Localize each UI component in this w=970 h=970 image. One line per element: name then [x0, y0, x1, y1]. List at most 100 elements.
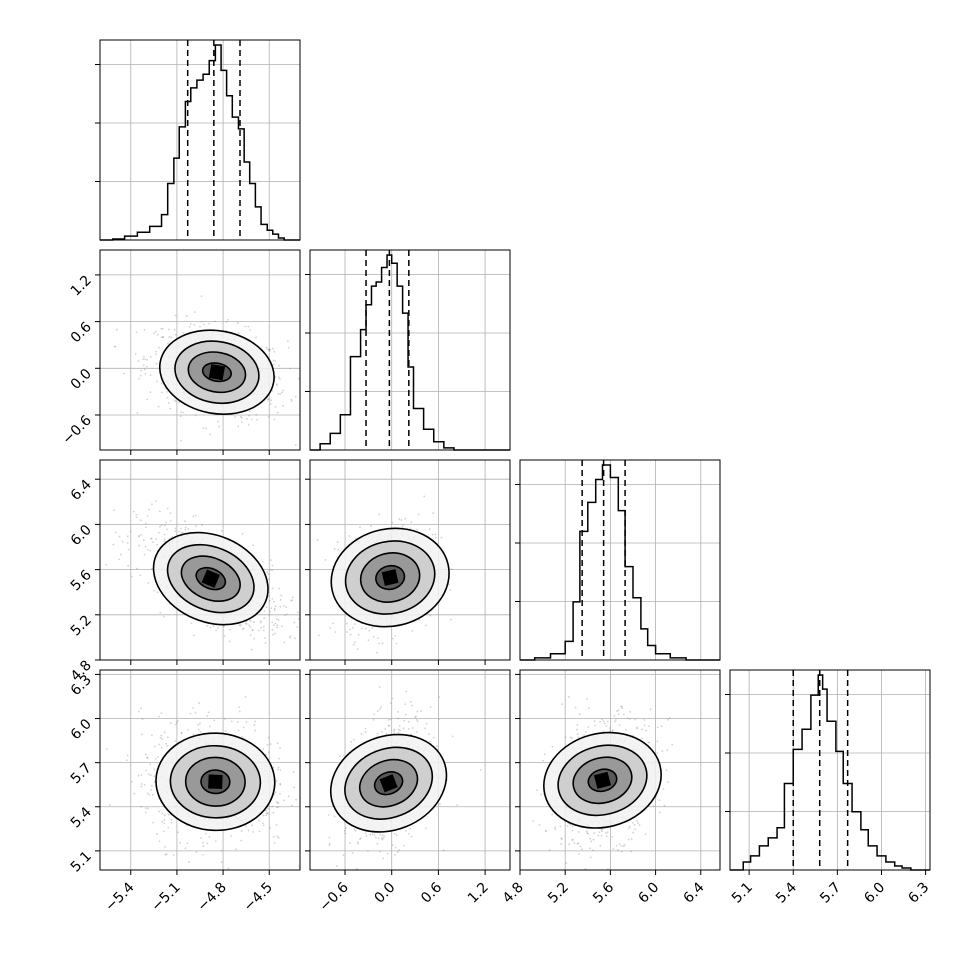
sample-point	[427, 733, 430, 735]
density-peak	[208, 774, 223, 790]
sample-point	[140, 707, 142, 710]
sample-point	[248, 414, 250, 417]
scatter-panel-2-3	[305, 459, 511, 665]
sample-point	[240, 415, 242, 418]
sample-point	[253, 724, 256, 726]
sample-point	[161, 327, 164, 330]
sample-point	[576, 728, 578, 731]
density-contour	[152, 531, 269, 626]
sample-point	[382, 857, 385, 860]
histogram-step	[310, 254, 510, 451]
sample-point	[609, 730, 612, 732]
sample-point	[162, 615, 165, 618]
sample-point	[643, 724, 646, 727]
x-tick-label: 6.0	[635, 880, 662, 907]
sample-point	[141, 718, 144, 721]
sample-point	[151, 793, 154, 796]
sample-point	[244, 325, 247, 328]
sample-point	[302, 778, 304, 780]
sample-point	[127, 564, 130, 567]
sample-point	[599, 845, 602, 847]
sample-point	[158, 346, 160, 349]
sample-point	[156, 591, 159, 594]
sample-point	[282, 405, 285, 407]
x-tick-label: 6.4	[681, 879, 708, 906]
sample-point	[434, 533, 437, 536]
sample-point	[355, 867, 358, 870]
sample-point	[636, 726, 639, 729]
histogram-bin	[424, 429, 434, 450]
sample-point	[598, 831, 601, 834]
sample-point	[166, 507, 169, 510]
histogram-panel-1	[95, 39, 301, 241]
sample-point	[416, 710, 419, 713]
density-contour	[344, 746, 434, 820]
sample-point	[193, 311, 196, 314]
sample-point	[274, 605, 277, 608]
sample-point	[636, 822, 639, 825]
sample-point	[160, 746, 163, 749]
x-tick-label: −5.1	[148, 880, 183, 915]
histogram-bin	[203, 74, 209, 240]
sample-point	[129, 530, 132, 533]
sample-point	[271, 569, 273, 572]
sample-point	[542, 759, 544, 762]
density-contour	[358, 758, 419, 808]
histogram-bin	[751, 856, 760, 870]
sample-point	[215, 629, 217, 632]
sample-point	[376, 710, 379, 712]
sample-point	[398, 518, 401, 520]
sample-point	[605, 724, 608, 727]
sample-point	[260, 626, 263, 629]
sample-point	[276, 624, 279, 627]
sample-point	[438, 718, 440, 721]
sample-point	[620, 850, 623, 853]
sample-point	[206, 842, 209, 845]
sample-point	[167, 402, 170, 404]
sample-point	[569, 823, 572, 826]
sample-point	[647, 725, 650, 728]
sample-point	[263, 617, 266, 620]
sample-point	[425, 624, 427, 627]
sample-point	[150, 784, 153, 787]
sample-point	[254, 720, 257, 723]
sample-point	[145, 769, 147, 772]
sample-point	[269, 743, 272, 746]
sample-point	[241, 416, 243, 419]
sample-point	[204, 832, 207, 835]
histogram-bin	[371, 286, 376, 450]
x-tick-label: 5.7	[817, 880, 844, 907]
sample-point	[332, 622, 334, 625]
sample-point	[290, 398, 293, 401]
sample-point	[265, 346, 268, 349]
sample-point	[268, 614, 271, 616]
sample-point	[179, 415, 182, 418]
sample-point	[167, 328, 170, 331]
sample-point	[376, 842, 379, 845]
histogram-bin	[588, 502, 596, 660]
sample-point	[560, 837, 563, 840]
sample-point	[628, 825, 631, 828]
sample-point	[223, 635, 226, 638]
sample-point	[317, 634, 320, 637]
sample-point	[197, 723, 200, 726]
sample-point	[292, 771, 295, 773]
sample-point	[566, 824, 569, 827]
sample-point	[217, 420, 219, 423]
sample-point	[71, 508, 73, 510]
sample-point	[311, 633, 313, 635]
sample-point	[409, 827, 412, 830]
density-contour	[329, 733, 448, 833]
sample-point	[192, 707, 195, 709]
sample-point	[160, 524, 163, 527]
sample-point	[265, 814, 268, 817]
histogram-bin	[255, 207, 261, 240]
sample-point	[560, 838, 563, 840]
sample-point	[605, 832, 607, 835]
sample-point	[145, 811, 147, 814]
sample-point	[339, 755, 341, 758]
sample-point	[268, 350, 271, 353]
sample-point	[275, 779, 278, 782]
sample-point	[574, 706, 577, 709]
sample-point	[376, 732, 379, 735]
